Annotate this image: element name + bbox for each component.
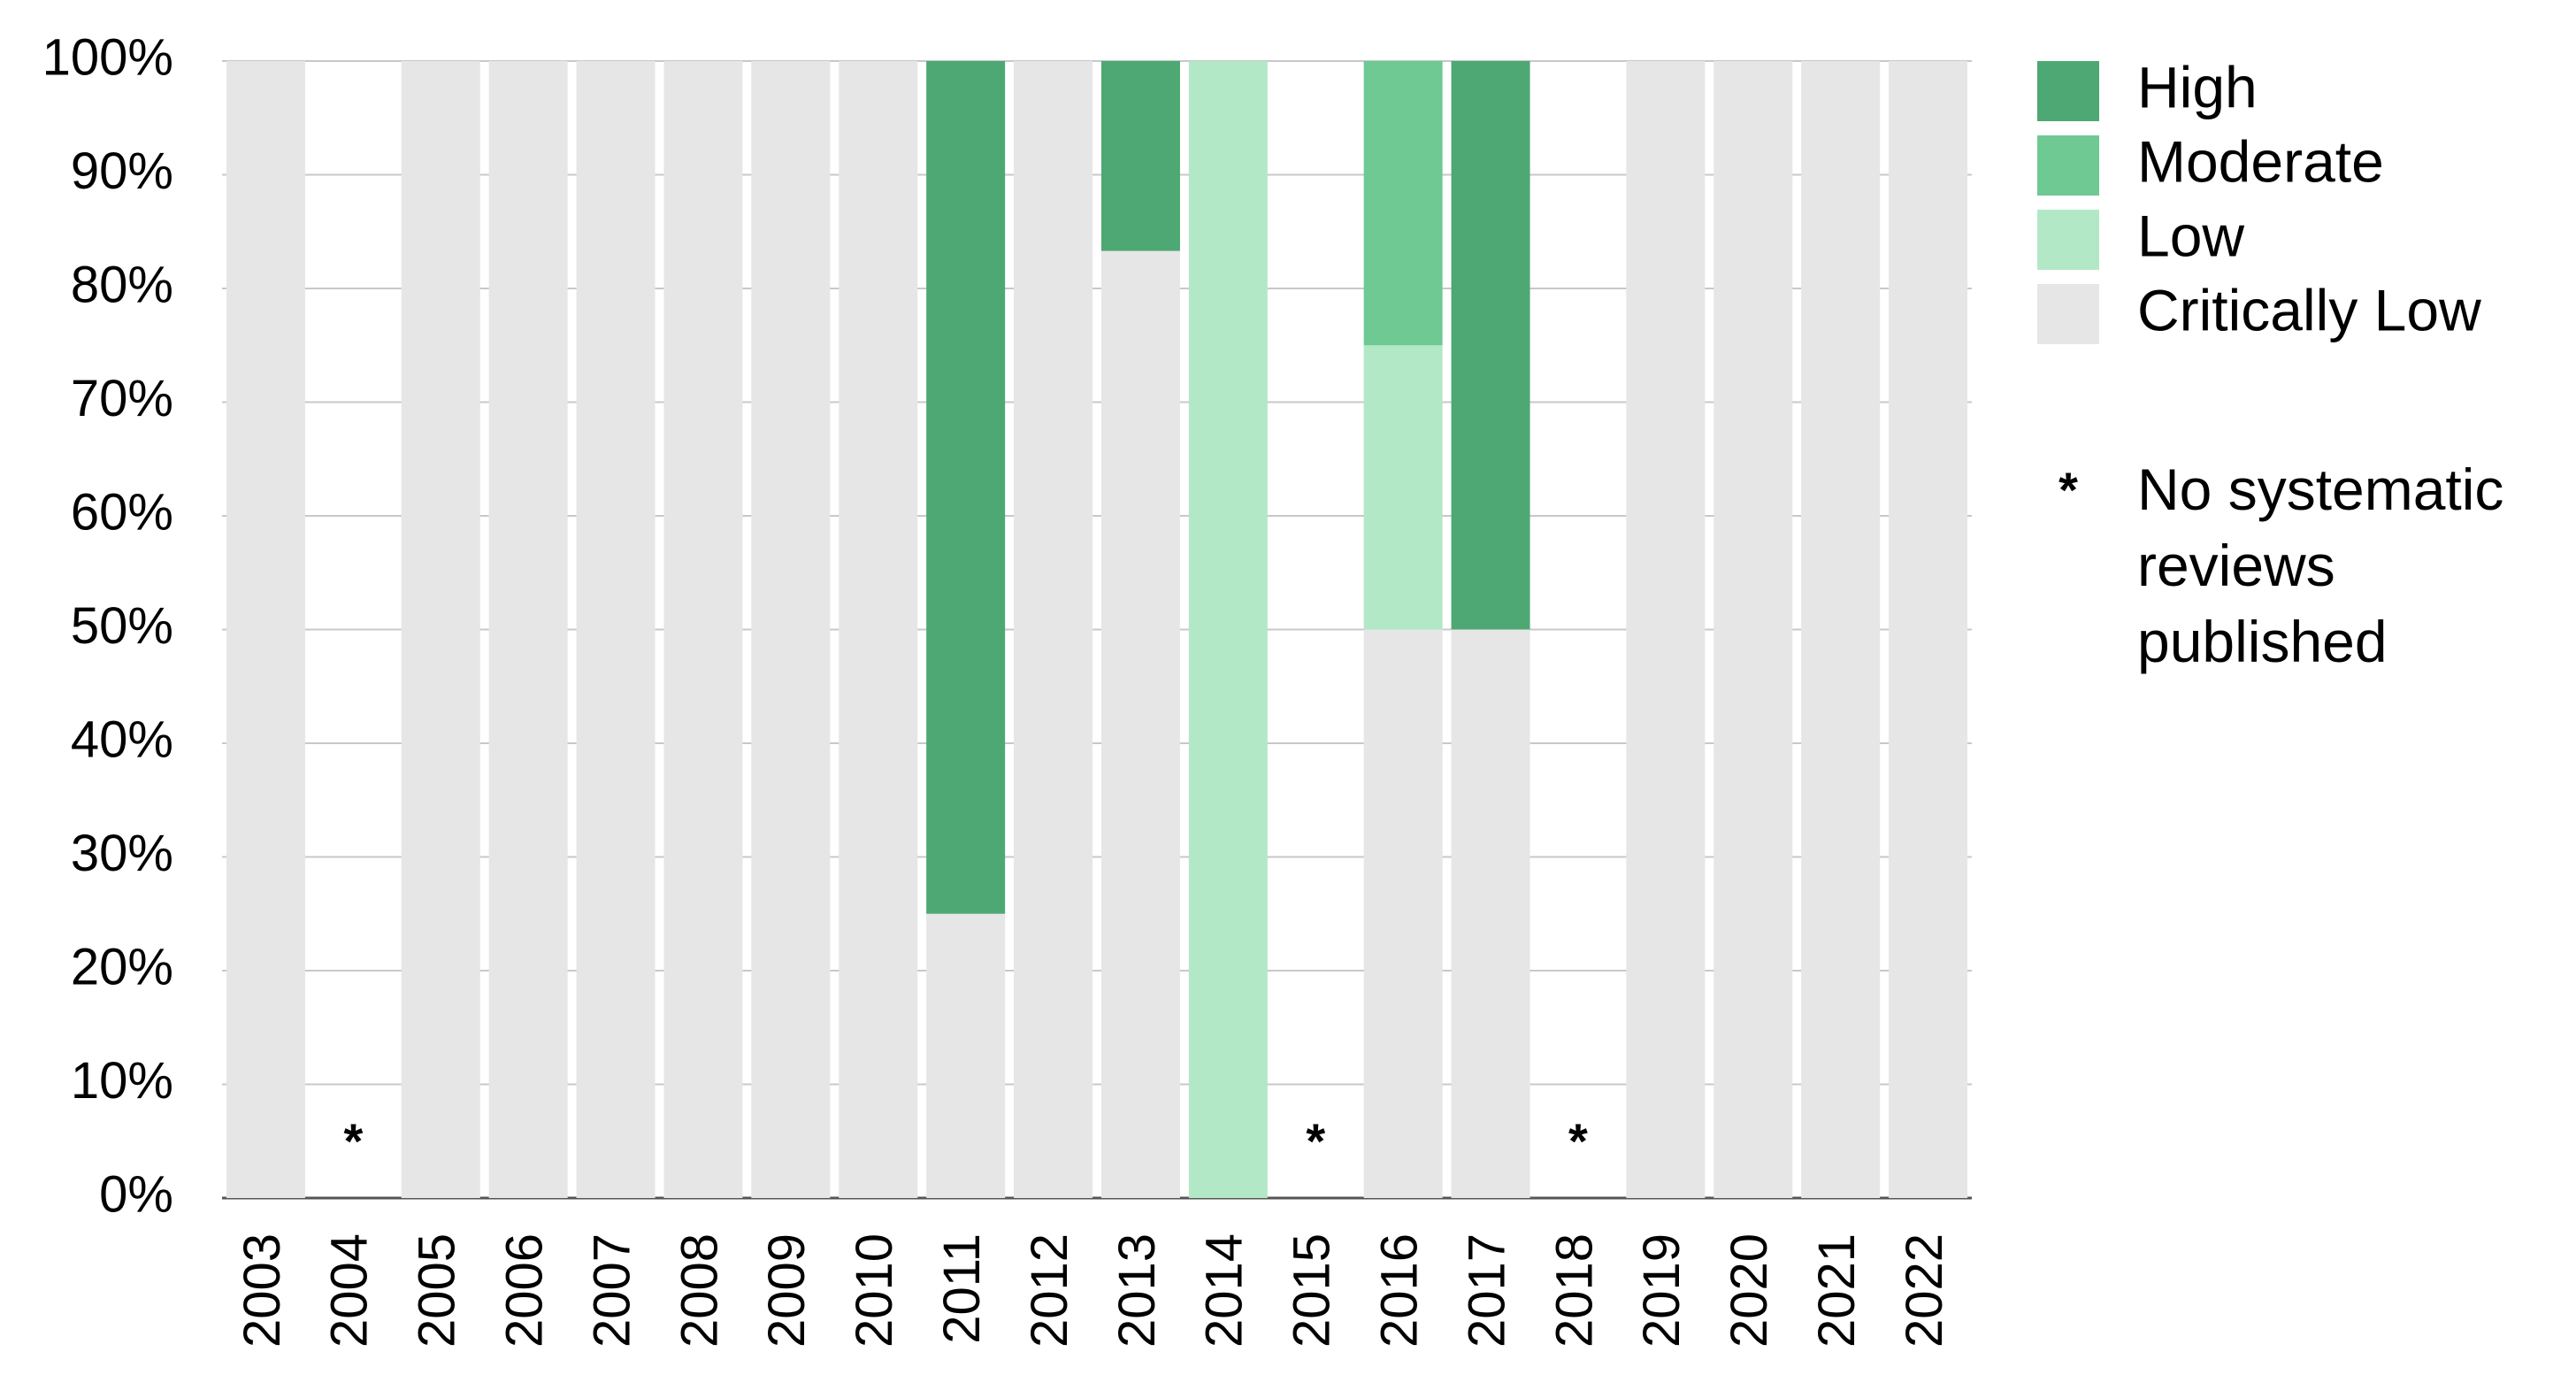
bar-segment [488,61,568,1198]
x-tick-label: 2005 [409,1233,466,1348]
bar-segment [1188,61,1268,1198]
x-tick-label: 2010 [846,1233,903,1348]
y-tick-label: 20% [71,938,173,995]
x-tick-label: 2011 [933,1233,991,1344]
bar-segment [1714,61,1793,1198]
y-tick-label: 40% [71,711,173,768]
bar-segment [1100,250,1180,1199]
x-tick-label: 2015 [1284,1233,1341,1348]
x-tick-label: 2012 [1021,1233,1078,1348]
bar-segment [1363,61,1443,346]
bar-segment [926,913,1006,1198]
bar-segment [1451,61,1530,630]
legend-swatch [2037,284,2099,344]
legend-label: High [2137,54,2258,119]
x-tick-label: 2017 [1458,1233,1515,1348]
x-tick-label: 2014 [1196,1233,1254,1348]
x-tick-label: 2020 [1721,1233,1778,1348]
bar-segment [1363,629,1443,1198]
bar-segment [576,61,656,1198]
bar-segment [226,61,305,1198]
legend-note-symbol: * [2058,462,2078,518]
x-tick-label: 2021 [1808,1233,1866,1348]
x-tick-label: 2013 [1108,1233,1166,1348]
x-tick-label: 2004 [321,1233,379,1348]
x-tick-label: 2022 [1896,1233,1953,1348]
bar-segment [1451,629,1530,1198]
bar-segment [1014,61,1093,1198]
legend-label: Low [2137,203,2244,268]
x-tick-label: 2006 [495,1233,553,1348]
legend-label: Moderate [2137,128,2384,194]
legend-swatch [2037,135,2099,196]
x-tick-label: 2009 [758,1233,816,1348]
legend-note-label: No systematic reviews published [2137,457,2504,674]
legend-note: No systematic reviews published [2137,457,2504,674]
no-review-marker: * [1568,1113,1588,1169]
bar-segment [1363,345,1443,630]
bar-segment [926,61,1006,914]
x-tick-label: 2018 [1545,1233,1603,1348]
y-tick-label: 90% [71,142,173,200]
x-tick-label: 2003 [234,1233,291,1348]
y-tick-label: 0% [99,1165,173,1223]
y-tick-label: 80% [71,256,173,313]
y-tick-label: 10% [71,1052,173,1110]
no-review-marker: * [1306,1113,1325,1169]
bar-segment [663,61,743,1198]
y-tick-label: 60% [71,483,173,541]
no-review-marker: * [343,1113,363,1169]
x-tick-label: 2007 [583,1233,640,1348]
y-tick-label: 50% [71,597,173,655]
legend-swatch [2037,210,2099,270]
legend-swatch [2037,61,2099,121]
y-tick-label: 100% [42,28,173,86]
bar-segment [401,61,480,1198]
x-tick-label: 2019 [1633,1233,1690,1348]
bar-segment [1801,61,1881,1198]
bar-segment [1100,61,1180,251]
x-tick-label: 2016 [1370,1233,1428,1348]
bar-segment [839,61,918,1198]
bar-segment [1626,61,1706,1198]
bar-segment [751,61,831,1198]
y-tick-label: 30% [71,825,173,882]
bar-segment [1889,61,1968,1198]
y-tick-label: 70% [71,370,173,427]
x-tick-label: 2008 [671,1233,728,1348]
legend-label: Critically Low [2137,277,2481,342]
